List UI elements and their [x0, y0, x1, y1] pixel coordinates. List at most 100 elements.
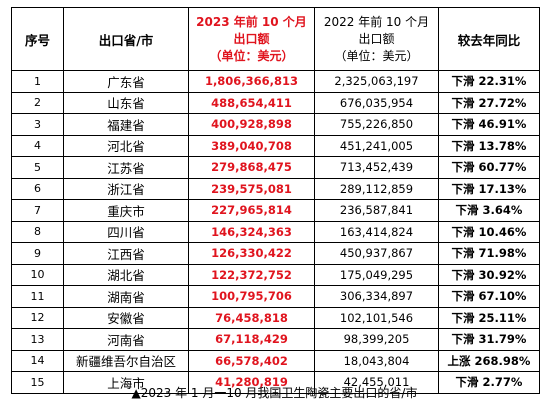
row-province: 浙江省: [63, 177, 189, 200]
row-export-2023: 41,280,819: [188, 371, 315, 394]
row-yoy-change: 下滑 3.64%: [438, 199, 540, 222]
row-province: 河北省: [63, 134, 189, 157]
row-yoy-change: 下滑 10.46%: [438, 220, 540, 243]
row-export-2023: 279,868,475: [188, 156, 315, 179]
row-export-2023: 67,118,429: [188, 328, 315, 351]
table-caption: ▲2023 年 1 月一10 月我国卫生陶瓷主要出口的省/市: [131, 386, 418, 400]
row-export-2023: 389,040,708: [188, 134, 315, 157]
row-yoy-change: 下滑 71.98%: [438, 242, 540, 265]
row-export-2022: 236,587,841: [314, 199, 439, 222]
table-row: 9 江西省 126,330,422 450,937,867 下滑 71.98%: [11, 242, 540, 265]
row-index: 1: [11, 70, 64, 93]
row-yoy-change: 下滑 2.77%: [438, 371, 540, 394]
row-export-2022: 676,035,954: [314, 91, 439, 114]
row-export-2022: 175,049,295: [314, 263, 439, 286]
row-province: 山东省: [63, 91, 189, 114]
export-table: 序号 出口省/市 2023 年前 10 个月 出口额 （单位：美元） 2022 …: [11, 7, 540, 394]
row-export-2023: 100,795,706: [188, 285, 315, 308]
row-export-2023: 1,806,366,813: [188, 70, 315, 93]
row-yoy-change: 下滑 25.11%: [438, 306, 540, 329]
header-2023-line2: 出口额: [233, 31, 270, 46]
row-province: 安徽省: [63, 306, 189, 329]
row-index: 9: [11, 242, 64, 265]
row-yoy-change: 下滑 60.77%: [438, 156, 540, 179]
table-row: 4 河北省 389,040,708 451,241,005 下滑 13.78%: [11, 134, 540, 157]
row-export-2022: 713,452,439: [314, 156, 439, 179]
table-row: 11 湖南省 100,795,706 306,334,897 下滑 67.10%: [11, 285, 540, 308]
row-province: 湖北省: [63, 263, 189, 286]
header-2022-line1: 2022 年前 10 个月: [323, 14, 430, 29]
row-yoy-change: 下滑 31.79%: [438, 328, 540, 351]
table-row: 1 广东省 1,806,366,813 2,325,063,197 下滑 22.31%: [11, 70, 540, 93]
table-row: 6 浙江省 239,575,081 289,112,859 下滑 17.13%: [11, 177, 540, 200]
table-row: 8 四川省 146,324,363 163,414,824 下滑 10.46%: [11, 220, 540, 243]
table-body: 1 广东省 1,806,366,813 2,325,063,197 下滑 22.31% 2…: [11, 70, 540, 394]
row-export-2022: 306,334,897: [314, 285, 439, 308]
row-export-2023: 76,458,818: [188, 306, 315, 329]
row-province: 四川省: [63, 220, 189, 243]
row-index: 6: [11, 177, 64, 200]
table-row: 12 安徽省 76,458,818 102,101,546 下滑 25.11%: [11, 306, 540, 329]
row-index: 10: [11, 263, 64, 286]
row-index: 8: [11, 220, 64, 243]
row-province: 江苏省: [63, 156, 189, 179]
row-yoy-change: 下滑 30.92%: [438, 263, 540, 286]
row-province: 新疆维吾尔自治区: [63, 349, 189, 372]
row-export-2022: 450,937,867: [314, 242, 439, 265]
row-export-2023: 126,330,422: [188, 242, 315, 265]
row-index: 12: [11, 306, 64, 329]
row-index: 13: [11, 328, 64, 351]
header-2022-line2: 出口额: [358, 31, 395, 46]
row-yoy-change: 下滑 13.78%: [438, 134, 540, 157]
row-yoy-change: 下滑 22.31%: [438, 70, 540, 93]
header-seq: 序号: [11, 7, 64, 71]
row-index: 2: [11, 91, 64, 114]
row-export-2022: 42,455,011: [314, 371, 439, 394]
row-index: 14: [11, 349, 64, 372]
header-change: 较去年同比: [438, 7, 540, 71]
row-export-2023: 488,654,411: [188, 91, 315, 114]
table-row: 13 河南省 67,118,429 98,399,205 下滑 31.79%: [11, 328, 540, 351]
row-export-2022: 102,101,546: [314, 306, 439, 329]
table-row: 15 上海市 41,280,819 42,455,011 下滑 2.77%: [11, 371, 540, 394]
table-row: 5 江苏省 279,868,475 713,452,439 下滑 60.77%: [11, 156, 540, 179]
header-2023-line3: （单位：美元）: [209, 48, 294, 63]
row-province: 江西省: [63, 242, 189, 265]
row-index: 3: [11, 113, 64, 136]
row-export-2023: 66,578,402: [188, 349, 315, 372]
row-export-2023: 239,575,081: [188, 177, 315, 200]
header-province: 出口省/市: [63, 7, 189, 71]
row-index: 11: [11, 285, 64, 308]
row-index: 15: [11, 371, 64, 394]
header-2023-line1: 2023 年前 10 个月: [196, 14, 307, 29]
row-export-2023: 400,928,898: [188, 113, 315, 136]
table-row: 7 重庆市 227,965,814 236,587,841 下滑 3.64%: [11, 199, 540, 222]
row-province: 重庆市: [63, 199, 189, 222]
row-yoy-change: 上涨 268.98%: [438, 349, 540, 372]
table-row: 2 山东省 488,654,411 676,035,954 下滑 27.72%: [11, 91, 540, 114]
row-province: 湖南省: [63, 285, 189, 308]
table-row: 14 新疆维吾尔自治区 66,578,402 18,043,804 上涨 268.98%: [11, 349, 540, 372]
row-province: 广东省: [63, 70, 189, 93]
row-yoy-change: 下滑 27.72%: [438, 91, 540, 114]
row-export-2022: 2,325,063,197: [314, 70, 439, 93]
row-export-2022: 451,241,005: [314, 134, 439, 157]
row-export-2022: 755,226,850: [314, 113, 439, 136]
row-export-2023: 227,965,814: [188, 199, 315, 222]
row-yoy-change: 下滑 17.13%: [438, 177, 540, 200]
row-yoy-change: 下滑 46.91%: [438, 113, 540, 136]
row-province: 福建省: [63, 113, 189, 136]
row-index: 5: [11, 156, 64, 179]
row-export-2022: 18,043,804: [314, 349, 439, 372]
row-export-2023: 122,372,752: [188, 263, 315, 286]
row-export-2022: 289,112,859: [314, 177, 439, 200]
export-table-container: 序号 出口省/市 2023 年前 10 个月 出口额 （单位：美元） 2022 …: [11, 7, 540, 394]
row-export-2022: 98,399,205: [314, 328, 439, 351]
row-province: 河南省: [63, 328, 189, 351]
row-index: 7: [11, 199, 64, 222]
row-export-2023: 146,324,363: [188, 220, 315, 243]
header-2022-line3: （单位：美元）: [334, 48, 419, 63]
table-row: 3 福建省 400,928,898 755,226,850 下滑 46.91%: [11, 113, 540, 136]
row-export-2022: 163,414,824: [314, 220, 439, 243]
row-index: 4: [11, 134, 64, 157]
